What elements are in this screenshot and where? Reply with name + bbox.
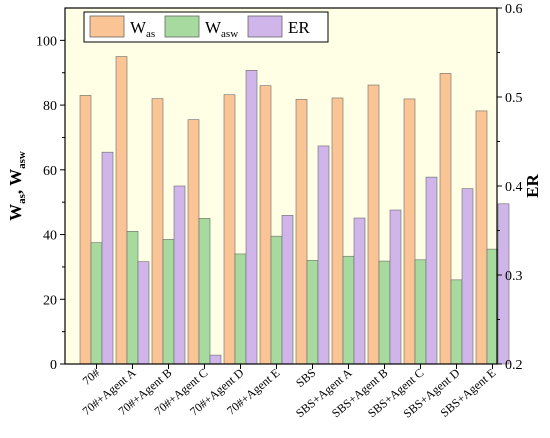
bar-wasw-0 xyxy=(90,242,103,365)
bar-er-2 xyxy=(173,185,186,365)
bar-wasw-11 xyxy=(486,248,499,365)
bar-was-4 xyxy=(223,94,236,365)
legend-label-er: ER xyxy=(288,18,310,37)
bar-er-7 xyxy=(353,217,366,365)
bar-was-5 xyxy=(259,85,272,365)
legend-swatch-was xyxy=(89,15,125,38)
bar-wasw-1 xyxy=(126,231,139,365)
bar-wasw-5 xyxy=(270,235,283,365)
y-right-tick-label: 0.4 xyxy=(505,180,523,195)
bar-was-2 xyxy=(151,98,164,365)
bar-was-10 xyxy=(439,73,452,365)
bar-er-1 xyxy=(137,261,150,365)
bar-was-1 xyxy=(115,56,128,365)
bar-wasw-9 xyxy=(414,259,427,365)
bar-er-10 xyxy=(461,188,474,365)
bar-er-4 xyxy=(245,70,258,365)
y-left-tick-label: 100 xyxy=(36,34,57,49)
bar-was-0 xyxy=(79,95,92,365)
bar-er-11 xyxy=(497,203,510,365)
bar-wasw-10 xyxy=(450,279,463,365)
y-right-tick-label: 0.2 xyxy=(505,358,523,373)
bar-was-8 xyxy=(367,84,380,365)
y-left-tick-label: 20 xyxy=(43,293,57,308)
x-tick-label: 70# xyxy=(80,366,103,388)
bar-was-3 xyxy=(187,119,200,365)
legend-swatch-er xyxy=(247,15,283,38)
bar-wasw-2 xyxy=(162,239,175,365)
y-left-tick-label: 60 xyxy=(43,164,57,179)
x-tick-label: SBS xyxy=(293,366,318,390)
legend: Was Wasw ER xyxy=(83,11,329,43)
bar-wasw-6 xyxy=(306,260,319,365)
y-left-tick-label: 80 xyxy=(43,99,57,114)
bar-er-6 xyxy=(317,145,330,365)
y-left-tick-label: 0 xyxy=(50,358,57,373)
bar-wasw-8 xyxy=(378,260,391,365)
y-right-tick-label: 0.3 xyxy=(505,269,523,284)
bar-was-6 xyxy=(295,98,308,365)
y-axis-left-title: Was, Wasw xyxy=(6,151,28,221)
bar-was-11 xyxy=(475,110,488,365)
legend-swatch-wasw xyxy=(164,15,200,38)
bars-layer xyxy=(79,56,510,365)
bar-er-5 xyxy=(281,215,294,365)
bar-was-7 xyxy=(331,97,344,365)
bar-wasw-3 xyxy=(198,218,211,365)
bar-er-0 xyxy=(101,151,114,365)
legend-box xyxy=(83,11,329,43)
bar-er-9 xyxy=(425,176,438,365)
bar-wasw-4 xyxy=(234,253,247,365)
bar-er-8 xyxy=(389,209,402,365)
y-axis-right-title: ER xyxy=(523,173,542,197)
bar-er-3 xyxy=(209,354,222,365)
y-left-tick-label: 40 xyxy=(43,229,57,244)
bar-wasw-7 xyxy=(342,255,355,365)
bar-was-9 xyxy=(403,98,416,365)
y-right-tick-label: 0.6 xyxy=(505,2,523,17)
y-right-tick-label: 0.5 xyxy=(505,91,523,106)
